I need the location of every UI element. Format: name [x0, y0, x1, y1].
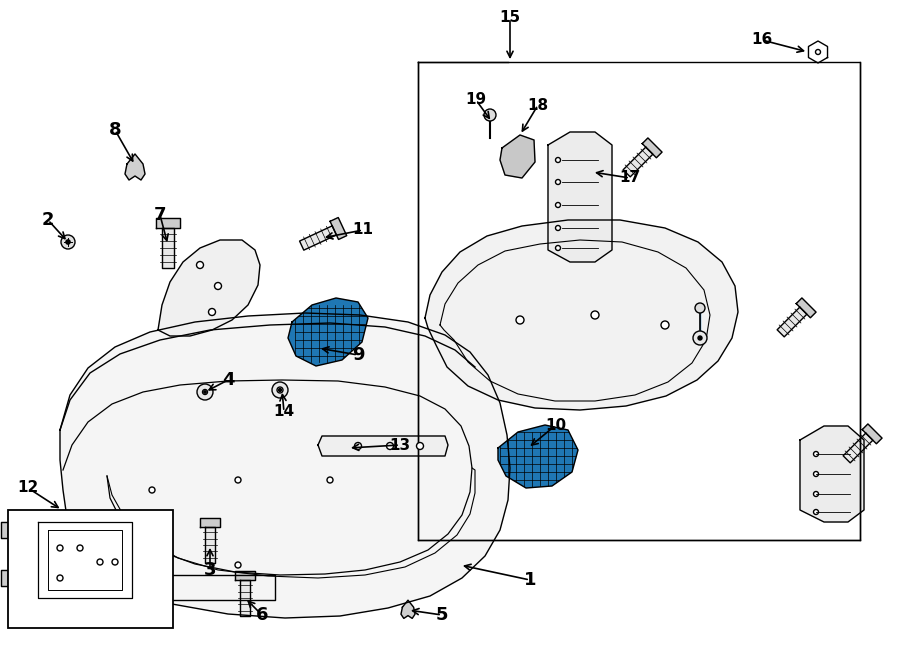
Polygon shape	[300, 226, 337, 250]
Circle shape	[591, 311, 599, 319]
Text: 2: 2	[41, 211, 54, 229]
Text: 11: 11	[353, 223, 374, 237]
Circle shape	[149, 555, 155, 561]
Polygon shape	[498, 425, 578, 488]
Circle shape	[815, 50, 821, 54]
Polygon shape	[288, 298, 368, 366]
Circle shape	[555, 225, 561, 231]
Text: 9: 9	[352, 346, 365, 364]
Circle shape	[814, 451, 818, 457]
Polygon shape	[498, 425, 578, 488]
Circle shape	[235, 477, 241, 483]
Circle shape	[695, 303, 705, 313]
Circle shape	[555, 157, 561, 163]
Text: 6: 6	[256, 606, 268, 624]
Circle shape	[327, 477, 333, 483]
Polygon shape	[240, 580, 250, 616]
Text: 8: 8	[109, 121, 122, 139]
Polygon shape	[548, 132, 612, 262]
Circle shape	[484, 109, 496, 121]
Polygon shape	[1, 570, 8, 586]
Circle shape	[202, 389, 208, 395]
Circle shape	[197, 384, 213, 400]
Polygon shape	[623, 147, 652, 177]
Circle shape	[814, 510, 818, 514]
Circle shape	[149, 487, 155, 493]
Text: 5: 5	[436, 606, 448, 624]
Circle shape	[555, 245, 561, 251]
Polygon shape	[158, 240, 260, 336]
Polygon shape	[8, 526, 36, 534]
Polygon shape	[318, 436, 448, 456]
Polygon shape	[205, 527, 215, 563]
Circle shape	[516, 316, 524, 324]
Text: 15: 15	[500, 11, 520, 26]
Polygon shape	[162, 228, 174, 268]
Text: 18: 18	[527, 98, 549, 112]
Circle shape	[693, 331, 707, 345]
Circle shape	[355, 442, 362, 449]
Circle shape	[61, 235, 75, 249]
Text: 19: 19	[465, 93, 487, 108]
Polygon shape	[288, 298, 368, 366]
Circle shape	[112, 559, 118, 565]
Circle shape	[814, 471, 818, 477]
Text: 13: 13	[390, 438, 410, 453]
Bar	[8, 510, 173, 628]
Text: 12: 12	[17, 481, 39, 496]
Text: 1: 1	[524, 571, 536, 589]
Circle shape	[196, 262, 203, 268]
Circle shape	[235, 562, 241, 568]
Polygon shape	[862, 424, 882, 444]
Polygon shape	[8, 574, 36, 582]
Polygon shape	[125, 154, 145, 180]
Polygon shape	[778, 307, 806, 337]
Circle shape	[278, 389, 282, 391]
Circle shape	[555, 180, 561, 184]
Text: 4: 4	[221, 371, 234, 389]
Circle shape	[77, 545, 83, 551]
Polygon shape	[643, 138, 662, 158]
Polygon shape	[796, 298, 816, 318]
Polygon shape	[156, 218, 180, 228]
Circle shape	[417, 442, 424, 449]
Text: 17: 17	[619, 171, 641, 186]
Circle shape	[272, 382, 288, 398]
Circle shape	[277, 387, 283, 393]
Polygon shape	[843, 433, 873, 463]
Circle shape	[66, 240, 70, 244]
Circle shape	[661, 321, 669, 329]
Circle shape	[57, 545, 63, 551]
Polygon shape	[425, 220, 738, 410]
Text: 16: 16	[752, 32, 772, 48]
Polygon shape	[1, 522, 8, 538]
Polygon shape	[60, 313, 510, 618]
Polygon shape	[235, 571, 255, 580]
Circle shape	[57, 575, 63, 581]
Polygon shape	[500, 135, 535, 178]
Text: 3: 3	[203, 561, 216, 579]
Text: 14: 14	[274, 405, 294, 420]
Circle shape	[814, 492, 818, 496]
Polygon shape	[800, 426, 864, 522]
Polygon shape	[330, 217, 346, 239]
Circle shape	[203, 391, 206, 393]
Text: 7: 7	[154, 206, 166, 224]
Circle shape	[97, 559, 103, 565]
Circle shape	[698, 336, 702, 340]
Circle shape	[555, 202, 561, 208]
Circle shape	[209, 309, 215, 315]
Circle shape	[386, 442, 393, 449]
Polygon shape	[200, 518, 220, 527]
Circle shape	[214, 282, 221, 290]
Text: 10: 10	[545, 418, 567, 432]
Polygon shape	[401, 600, 415, 619]
